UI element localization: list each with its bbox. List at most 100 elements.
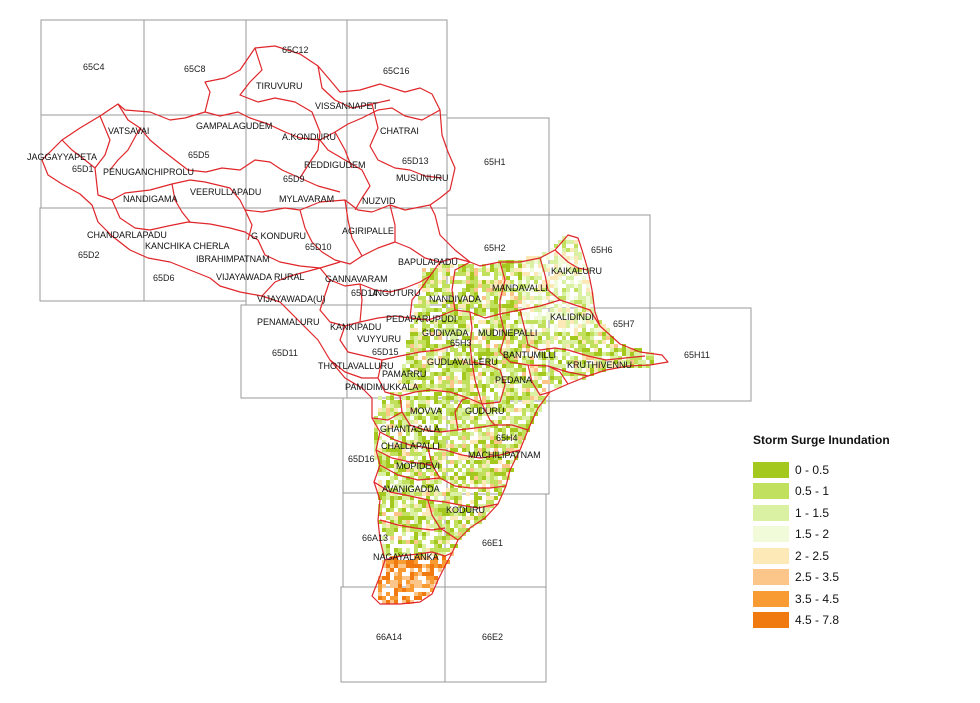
inundation-cell (390, 448, 394, 452)
inundation-cell (410, 428, 414, 432)
inundation-cell (530, 308, 534, 312)
inundation-cell (414, 572, 418, 576)
inundation-cell (566, 296, 570, 300)
mandal-label-penamaluru: PENAMALURU (257, 317, 320, 327)
inundation-cell (506, 436, 510, 440)
inundation-cell (542, 324, 546, 328)
inundation-cell (578, 316, 582, 320)
inundation-cell (570, 316, 574, 320)
inundation-cell (530, 416, 534, 420)
inundation-cell (446, 268, 450, 272)
inundation-cell (510, 324, 514, 328)
inundation-cell (554, 308, 558, 312)
inundation-cell (414, 376, 418, 380)
inundation-cell (450, 548, 454, 552)
inundation-cell (610, 364, 614, 368)
inundation-cell (466, 392, 470, 396)
inundation-cell (478, 480, 482, 484)
inundation-cell (450, 476, 454, 480)
inundation-cell (394, 412, 398, 416)
inundation-cell (450, 368, 454, 372)
inundation-cell (402, 396, 406, 400)
inundation-cell (442, 304, 446, 308)
inundation-cell (398, 404, 402, 408)
inundation-cell (382, 512, 386, 516)
inundation-cell (466, 272, 470, 276)
inundation-cell (534, 280, 538, 284)
inundation-cell (554, 348, 558, 352)
inundation-cell (482, 272, 486, 276)
inundation-cell (426, 304, 430, 308)
inundation-cell (398, 576, 402, 580)
inundation-cell (414, 356, 418, 360)
inundation-cell (538, 356, 542, 360)
inundation-cell (414, 532, 418, 536)
inundation-cell (418, 524, 422, 528)
inundation-cell (546, 304, 550, 308)
inundation-cell (578, 288, 582, 292)
inundation-cell (438, 384, 442, 388)
sheet-label-65H11: 65H11 (684, 350, 710, 360)
inundation-cell (558, 240, 562, 244)
inundation-cell (450, 440, 454, 444)
inundation-cell (378, 496, 382, 500)
inundation-cell (418, 564, 422, 568)
inundation-cell (418, 528, 422, 532)
mandal-label-bantumilli: BANTUMILLI (503, 350, 556, 360)
inundation-cell (518, 352, 522, 356)
inundation-cell (502, 308, 506, 312)
inundation-cell (454, 380, 458, 384)
inundation-cell (578, 256, 582, 260)
inundation-cell (518, 268, 522, 272)
inundation-cell (398, 380, 402, 384)
legend-swatch (753, 590, 789, 607)
inundation-cell (506, 288, 510, 292)
inundation-cell (494, 424, 498, 428)
inundation-cell (386, 396, 390, 400)
inundation-cell (510, 404, 514, 408)
inundation-cell (426, 396, 430, 400)
inundation-cell (558, 304, 562, 308)
inundation-cell (418, 584, 422, 588)
inundation-cell (454, 280, 458, 284)
inundation-cell (410, 516, 414, 520)
inundation-cell (502, 364, 506, 368)
inundation-cell (522, 424, 526, 428)
inundation-cell (410, 528, 414, 532)
inundation-cell (418, 568, 422, 572)
inundation-cell (514, 324, 518, 328)
inundation-cell (398, 484, 402, 488)
inundation-cell (562, 332, 566, 336)
inundation-cell (446, 492, 450, 496)
sheet-label-65C16: 65C16 (383, 66, 410, 76)
inundation-cell (398, 548, 402, 552)
inundation-cell (466, 356, 470, 360)
inundation-cell (574, 240, 578, 244)
mandal-label-kaikaluru: KAIKALURU (551, 266, 602, 276)
inundation-cell (506, 360, 510, 364)
inundation-cell (430, 280, 434, 284)
inundation-cell (582, 312, 586, 316)
inundation-cell (510, 424, 514, 428)
inundation-cell (418, 360, 422, 364)
inundation-cell (530, 404, 534, 408)
inundation-cell (378, 488, 382, 492)
mandal-label-agiripalle: AGIRIPALLE (342, 226, 394, 236)
inundation-cell (418, 368, 422, 372)
inundation-cell (578, 332, 582, 336)
inundation-cell (406, 396, 410, 400)
inundation-cell (494, 320, 498, 324)
inundation-cell (458, 264, 462, 268)
inundation-cell (502, 476, 506, 480)
inundation-cell (602, 364, 606, 368)
inundation-cell (454, 400, 458, 404)
inundation-cell (534, 376, 538, 380)
inundation-cell (498, 408, 502, 412)
inundation-cell (414, 524, 418, 528)
inundation-cell (570, 356, 574, 360)
inundation-cell (490, 480, 494, 484)
inundation-cell (438, 360, 442, 364)
inundation-cell (534, 368, 538, 372)
inundation-cell (506, 388, 510, 392)
inundation-cell (506, 412, 510, 416)
